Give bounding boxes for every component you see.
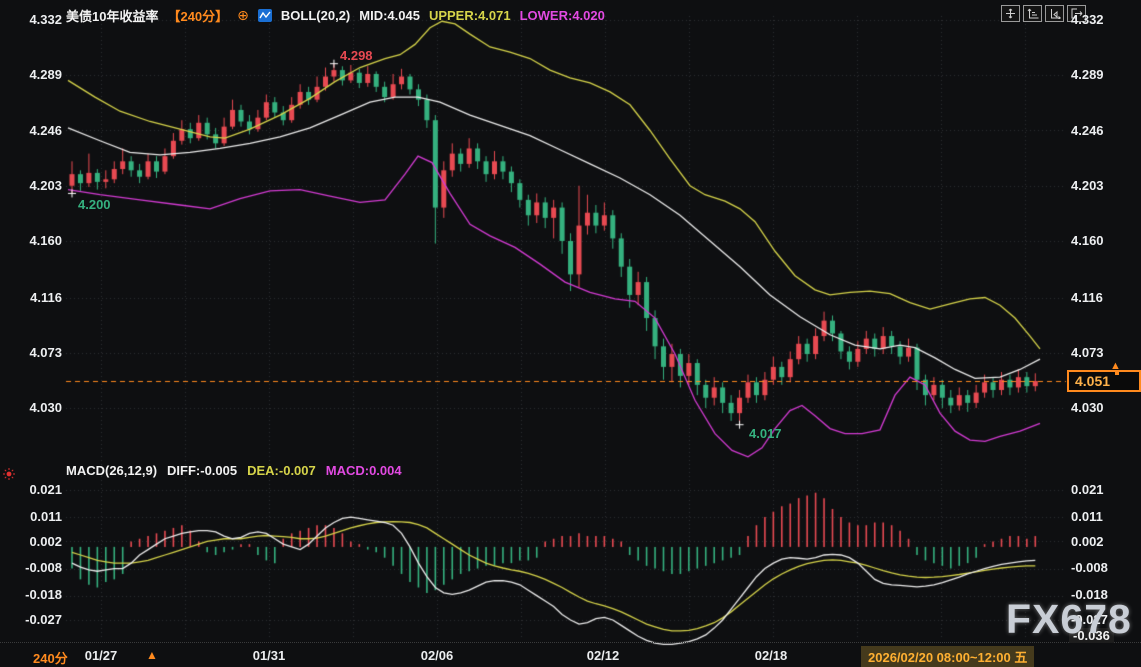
macd-axis-label-left: -0.008	[25, 560, 62, 575]
time-axis-label: 01/31	[252, 648, 286, 663]
interval-tag[interactable]: 【240分】	[167, 9, 229, 24]
y-axis-scale-icon[interactable]	[1023, 5, 1042, 22]
price-axis-label-right: 4.030	[1071, 400, 1104, 415]
macd-axis-label-left: 0.011	[30, 509, 62, 524]
watermark-logo: FX678	[1006, 596, 1132, 642]
price-axis-label-right: 4.289	[1071, 67, 1104, 82]
price-axis-label-left: 4.332	[29, 12, 62, 27]
macd-diff-value: DIFF:-0.005	[167, 463, 238, 478]
chart-header: 美债10年收益率 【240分】 ⊕ BOLL(20,2) MID:4.045 U…	[66, 6, 605, 25]
price-axis-label-left: 4.073	[29, 345, 62, 360]
current-session-label: 2026/02/20 08:00~12:00 五	[861, 646, 1035, 667]
indicator-sun-icon[interactable]	[2, 467, 16, 486]
pan-crosshair-icon[interactable]	[1001, 5, 1020, 22]
macd-axis-label-left: -0.027	[25, 612, 62, 627]
price-axis-label-right: 4.116	[1071, 290, 1103, 305]
time-axis-label: 02/12	[586, 648, 620, 663]
time-axis-label: 01/27	[84, 648, 118, 663]
price-axis-label-left: 4.246	[29, 123, 62, 138]
circle-plus-icon[interactable]: ⊕	[237, 7, 249, 23]
price-axis-label-left: 4.203	[29, 178, 62, 193]
price-axis-label-right: 4.073	[1071, 345, 1104, 360]
price-axis-label-left: 4.289	[29, 67, 62, 82]
macd-axis-label-left: -0.018	[25, 587, 62, 602]
low-price-annotation: 4.017	[749, 426, 782, 441]
price-marker-stem	[1115, 371, 1119, 375]
macd-macd-value: MACD:0.004	[325, 463, 402, 478]
current-price-box: 4.051	[1067, 370, 1141, 392]
time-axis-separator	[0, 642, 1141, 643]
time-axis-label: 02/18	[754, 648, 788, 663]
price-axis-label-left: 4.030	[29, 400, 62, 415]
boll-indicator-label: BOLL(20,2)	[280, 8, 351, 23]
boll-lower-value: LOWER:4.020	[519, 8, 605, 23]
time-axis-label: 02/06	[420, 648, 454, 663]
macd-dea-value: DEA:-0.007	[247, 463, 316, 478]
macd-axis-label-right: -0.018	[1071, 587, 1108, 602]
price-axis-label-right: 4.246	[1071, 123, 1104, 138]
exit-panel-icon[interactable]	[1067, 5, 1086, 22]
macd-params-label: MACD(26,12,9)	[66, 463, 158, 478]
price-axis-label-right: 4.160	[1071, 233, 1104, 248]
price-axis-label-right: 4.203	[1071, 178, 1104, 193]
macd-axis-label-left: 0.021	[29, 482, 62, 497]
high-price-annotation: 4.298	[340, 48, 373, 63]
price-axis-label-left: 4.116	[30, 290, 62, 305]
interval-selector[interactable]: 240分	[33, 651, 68, 666]
macd-axis-label-right: -0.008	[1071, 560, 1108, 575]
macd-header: MACD(26,12,9) DIFF:-0.005 DEA:-0.007 MAC…	[66, 463, 402, 478]
boll-mid-value: MID:4.045	[359, 8, 420, 23]
macd-axis-label-right: 0.011	[1071, 509, 1103, 524]
first-low-price-annotation: 4.200	[78, 197, 111, 212]
macd-axis-label-left: 0.002	[29, 534, 62, 549]
price-axis-label-left: 4.160	[29, 233, 62, 248]
chart-toolbar	[1001, 5, 1086, 22]
macd-axis-bottom-value: -0.036	[1069, 628, 1114, 643]
x-axis-scale-icon[interactable]	[1045, 5, 1064, 22]
macd-axis-label-right: 0.021	[1071, 482, 1104, 497]
interval-up-triangle-icon[interactable]: ▲	[146, 648, 158, 662]
macd-axis-label-right: 0.002	[1071, 534, 1104, 549]
price-marker-arrow-icon: ▲	[1110, 360, 1121, 372]
price-axis-label-right: 4.332	[1071, 12, 1104, 27]
macd-axis-label-right: -0.027	[1071, 612, 1108, 627]
indicator-mini-chart-icon[interactable]	[257, 9, 272, 22]
boll-upper-value: UPPER:4.071	[428, 8, 511, 23]
instrument-title: 美债10年收益率	[66, 9, 159, 24]
